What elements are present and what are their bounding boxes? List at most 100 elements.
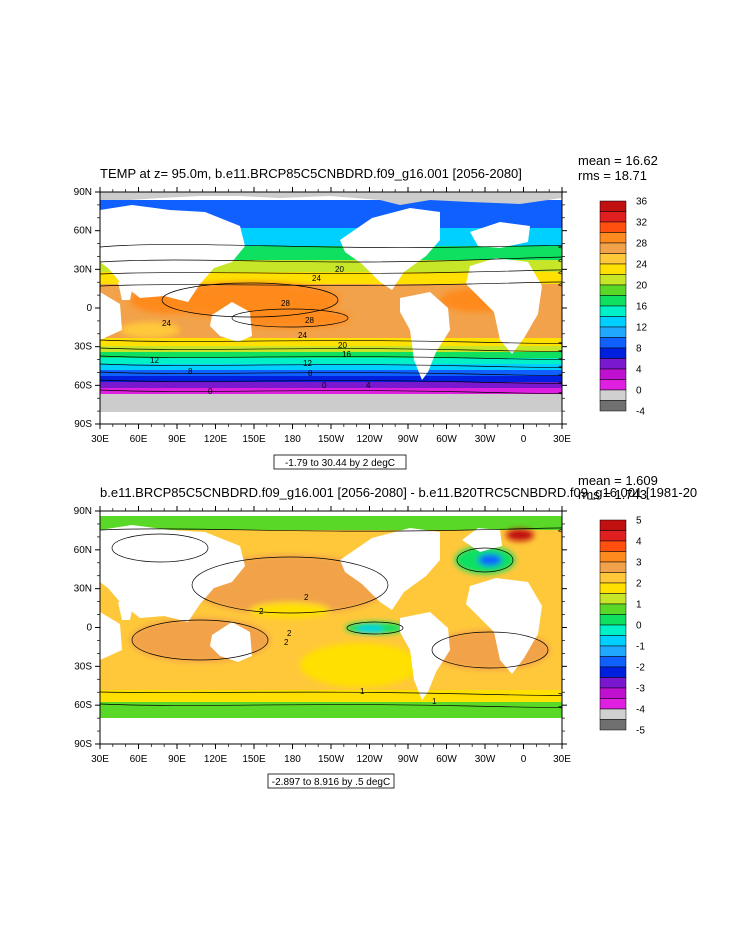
top-lon-label: 0 — [521, 434, 527, 445]
bottom-colorbar-label: 4 — [636, 537, 642, 548]
bottom-panel: b.e11.BRCP85C5CNBDRD.f09_g16.001 [2056-2… — [74, 473, 697, 789]
top-rms: rms = 18.71 — [578, 168, 647, 183]
bottom-contour-label: 2 — [287, 629, 292, 638]
bottom-lon-label: 90E — [168, 754, 186, 765]
top-colorbar-box — [599, 295, 627, 307]
bottom-colorbar-box — [599, 519, 627, 531]
top-contour-label: 4 — [366, 381, 371, 390]
bottom-lat-label: 30N — [74, 584, 92, 595]
top-colorbar-box — [599, 326, 627, 338]
top-contour-label: 0 — [208, 387, 213, 396]
bottom-colorbar-box — [599, 582, 627, 594]
top-colorbar-box — [599, 232, 627, 244]
top-contour-labels: 24 20 28 28 24 24 20 16 12 12 8 8 4 0 0 — [150, 265, 371, 396]
bottom-subtitle: -2.897 to 8.916 by .5 degC — [272, 777, 390, 788]
top-lon-label: 60W — [436, 434, 457, 445]
top-contour-label: 0 — [322, 381, 327, 390]
top-colorbar-label: -4 — [636, 407, 645, 418]
top-panel: TEMP at z= 95.0m, b.e11.BRCP85C5CNBDRD.f… — [74, 153, 658, 470]
top-lon-label: 180 — [284, 434, 301, 445]
bottom-contour-label: 2 — [304, 593, 309, 602]
top-lon-label: 60E — [130, 434, 148, 445]
top-lon-label: 120E — [204, 434, 228, 445]
top-colorbar-box — [599, 263, 627, 275]
top-contour-label: 20 — [338, 341, 347, 350]
bottom-colorbar-box — [599, 540, 627, 552]
top-subtitle-box — [273, 454, 407, 470]
bottom-lat-label: 30S — [74, 661, 92, 672]
bottom-map-field — [100, 511, 562, 744]
bottom-lon-label: 120W — [356, 754, 383, 765]
bottom-colorbar-box — [599, 551, 627, 563]
bottom-colorbar-label: 3 — [636, 558, 642, 569]
bottom-colorbar-label: 2 — [636, 579, 642, 590]
bottom-subtitle-box — [267, 773, 395, 789]
top-colorbar-label: 28 — [636, 239, 648, 250]
bottom-lat-label: 90S — [74, 739, 92, 750]
top-colorbar-box — [599, 284, 627, 296]
bottom-colorbar-box — [599, 635, 627, 647]
bottom-lon-label: 30E — [553, 754, 571, 765]
bottom-title: b.e11.BRCP85C5CNBDRD.f09_g16.001 [2056-2… — [100, 485, 697, 500]
bottom-contour-label: 1 — [432, 697, 437, 706]
top-contour-label: 12 — [303, 359, 312, 368]
top-contour-lines — [100, 244, 562, 395]
bottom-colorbar-box — [599, 561, 627, 573]
top-lat-label: 60S — [74, 380, 92, 391]
bottom-colorbar-box — [599, 645, 627, 657]
bottom-colorbar-box — [599, 603, 627, 615]
top-axes: 90N 60N 30N 0 30S 60S 90S 30E 60E 90E 120E 150E 180 1… — [74, 187, 571, 445]
bottom-colorbar-box — [599, 666, 627, 678]
bottom-lon-label: 120E — [204, 754, 228, 765]
bottom-lon-label: 30E — [91, 754, 109, 765]
top-contour-label: 8 — [308, 369, 313, 378]
bottom-colorbar-box — [599, 719, 627, 731]
bottom-colorbar: 5 4 3 2 1 0 -1 -2 -3 -4 -5 — [599, 516, 645, 737]
top-colorbar-label: 0 — [636, 386, 642, 397]
bottom-colorbar-label: 5 — [636, 516, 642, 527]
bottom-contour-label: 2 — [259, 607, 264, 616]
bottom-colorbar-box — [599, 614, 627, 626]
top-colorbar-box — [599, 305, 627, 317]
top-colorbar-box — [599, 253, 627, 265]
top-colorbar-box — [599, 211, 627, 223]
bottom-lon-label: 150W — [318, 754, 345, 765]
top-lon-label: 30W — [475, 434, 496, 445]
bottom-colorbar-box — [599, 530, 627, 542]
bottom-colorbar-label: 0 — [636, 621, 642, 632]
top-lon-label: 120W — [356, 434, 383, 445]
top-colorbar-label: 8 — [636, 344, 642, 355]
top-colorbar-label: 36 — [636, 197, 648, 208]
bottom-lon-label: 30W — [475, 754, 496, 765]
bottom-lon-label: 90W — [398, 754, 419, 765]
top-contour-label: 8 — [188, 367, 193, 376]
bottom-lat-label: 90N — [74, 506, 92, 517]
bottom-colorbar-box — [599, 593, 627, 605]
top-lat-label: 30N — [74, 264, 92, 275]
top-colorbar-box — [599, 200, 627, 212]
top-subtitle: -1.79 to 30.44 by 2 degC — [285, 458, 395, 469]
top-contour-label: 20 — [335, 265, 344, 274]
top-lon-label: 30E — [553, 434, 571, 445]
top-contour-label: 24 — [162, 319, 171, 328]
top-colorbar-box — [599, 358, 627, 370]
top-mean: mean = 16.62 — [578, 153, 658, 168]
top-lat-label: 90N — [74, 187, 92, 198]
top-contour-label: 24 — [312, 274, 321, 283]
top-colorbar-box — [599, 274, 627, 286]
top-lat-label: 60N — [74, 226, 92, 237]
top-colorbar-box — [599, 242, 627, 254]
bottom-colorbar-box — [599, 708, 627, 720]
top-lon-label: 30E — [91, 434, 109, 445]
top-colorbar-box — [599, 337, 627, 349]
bottom-contour-lines — [100, 527, 562, 709]
bottom-rms: rms = 1.743 — [578, 487, 647, 502]
bottom-colorbar-label: 1 — [636, 600, 642, 611]
top-lon-label: 90E — [168, 434, 186, 445]
top-lon-label: 90W — [398, 434, 419, 445]
top-colorbar-box — [599, 400, 627, 412]
bottom-colorbar-label: -2 — [636, 663, 645, 674]
bottom-lon-label: 0 — [521, 754, 527, 765]
bottom-contour-label: 1 — [360, 687, 365, 696]
